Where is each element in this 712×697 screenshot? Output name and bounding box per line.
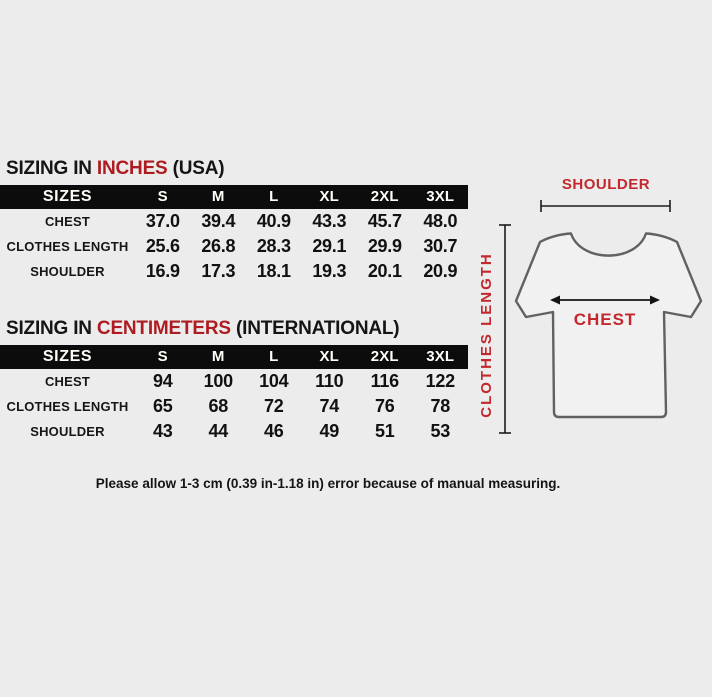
size-value: 16.9 [145,261,180,281]
title-prefix: SIZING IN [6,158,92,179]
size-value: 45.7 [367,211,402,231]
size-value: 49 [319,421,340,441]
header-m: M [211,188,225,205]
size-value: 43 [153,421,173,441]
size-value: 76 [375,396,395,416]
clothes-length-measure-line [499,224,511,434]
table-row-shoulder: SHOULDER 43 44 46 49 51 53 [0,419,468,444]
tshirt-measurement-diagram [499,200,703,434]
size-value: 110 [315,371,344,391]
row-label: SHOULDER [30,424,105,439]
title-suffix: (INTERNATIONAL) [236,318,400,339]
title-highlight-inches: INCHES [96,158,168,179]
size-value: 68 [208,396,229,416]
row-label: CLOTHES LENGTH [6,399,129,414]
size-value: 19.3 [312,261,347,281]
chest-diagram-label: CHEST [573,310,637,329]
size-value: 18.1 [256,261,291,281]
size-value: 37.0 [145,211,180,231]
shoulder-diagram-label: SHOULDER [561,176,651,193]
table-row-clothes-length: CLOTHES LENGTH 65 68 72 74 76 78 [0,394,468,419]
title-highlight-centimeters: CENTIMETERS [96,318,231,339]
table-row-chest: CHEST 37.0 39.4 40.9 43.3 45.7 48.0 [0,209,468,234]
size-value: 104 [259,371,289,391]
size-value: 74 [319,396,340,416]
size-value: 26.8 [201,236,236,256]
chest-measure-arrow [550,295,660,305]
header-xl: XL [319,348,340,365]
title-prefix: SIZING IN [6,318,92,339]
size-value: 40.9 [256,211,291,231]
size-value: 122 [425,371,455,391]
table-row-shoulder: SHOULDER 16.9 17.3 18.1 19.3 20.1 20.9 [0,259,468,284]
clothes-length-diagram-label: CLOTHES LENGTH [478,252,495,418]
size-value: 78 [430,396,451,416]
header-2xl: 2XL [370,348,399,365]
size-value: 65 [153,396,173,416]
row-label: CHEST [44,374,91,389]
size-value: 28.3 [256,236,291,256]
table-header-row: SIZES S M L XL 2XL 3XL [0,345,468,369]
size-value: 25.6 [145,236,180,256]
row-label: CHEST [44,214,91,229]
inches-size-table: SIZES S M L XL 2XL 3XL CHEST 37.0 39.4 4… [0,185,468,284]
size-value: 51 [375,421,395,441]
title-suffix: (USA) [172,158,225,179]
tshirt-outline [514,232,703,419]
size-value: 44 [208,421,229,441]
header-s: S [157,348,168,365]
size-value: 94 [153,371,173,391]
size-value: 46 [264,421,284,441]
size-value: 30.7 [423,236,458,256]
header-s: S [157,188,168,205]
table-row-chest: CHEST 94 100 104 110 116 122 [0,369,468,394]
size-value: 100 [203,371,233,391]
header-l: L [269,188,279,205]
size-value: 20.1 [367,261,402,281]
row-label: CLOTHES LENGTH [6,239,129,254]
table-row-clothes-length: CLOTHES LENGTH 25.6 26.8 28.3 29.1 29.9 … [0,234,468,259]
size-value: 17.3 [201,261,236,281]
header-sizes: SIZES [42,348,93,365]
size-value: 20.9 [423,261,458,281]
size-value: 43.3 [312,211,347,231]
row-label: SHOULDER [30,264,105,279]
header-l: L [269,348,279,365]
header-xl: XL [319,188,340,205]
shoulder-measure-line [540,200,671,212]
header-m: M [211,348,225,365]
size-value: 39.4 [201,211,236,231]
size-value: 72 [264,396,284,416]
size-value: 53 [430,421,451,441]
header-3xl: 3XL [426,348,455,365]
size-value: 29.1 [312,236,347,256]
table-header-row: SIZES S M L XL 2XL 3XL [0,185,468,209]
header-3xl: 3XL [426,188,455,205]
size-value: 48.0 [423,211,458,231]
header-2xl: 2XL [370,188,399,205]
size-value: 29.9 [367,236,402,256]
centimeters-size-table: SIZES S M L XL 2XL 3XL CHEST 94 100 104 … [0,345,468,444]
size-value: 116 [370,371,399,391]
centimeters-table-title: SIZING IN CENTIMETERS (INTERNATIONAL) [6,318,400,340]
inches-table-title: SIZING IN INCHES (USA) [6,158,225,180]
header-sizes: SIZES [42,188,93,205]
measuring-error-note: Please allow 1-3 cm (0.39 in-1.18 in) er… [95,476,561,491]
